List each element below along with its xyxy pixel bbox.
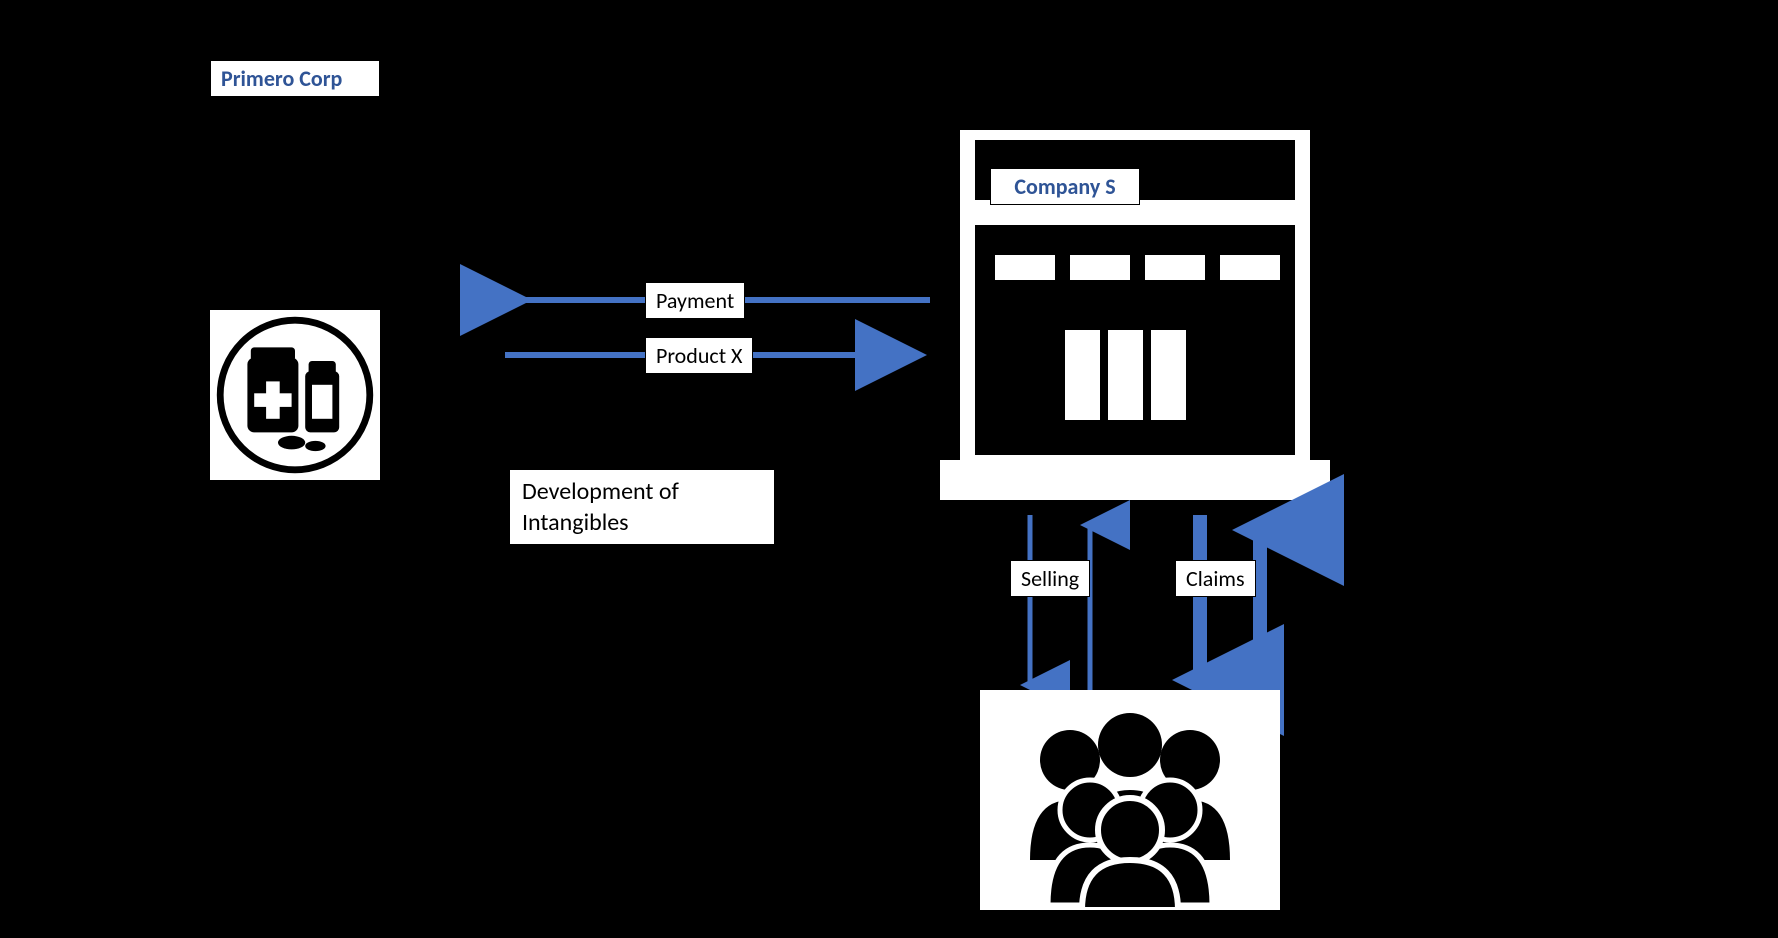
product-x-label: Product X [645,337,753,374]
payment-arrow [0,0,1778,938]
selling-label: Selling [1010,560,1090,597]
development-line1: Development of [522,477,679,506]
claims-label: Claims [1175,560,1256,597]
payment-label: Payment [645,282,745,319]
development-note: Development of Intangibles [510,470,774,544]
development-line2: Intangibles [522,508,629,537]
people-icon [980,690,1280,910]
diagram-canvas: Primero Corp [0,0,1778,938]
